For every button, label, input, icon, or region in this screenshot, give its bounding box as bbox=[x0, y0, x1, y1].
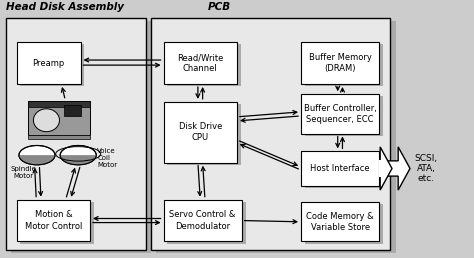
Bar bbox=[64, 105, 81, 116]
Ellipse shape bbox=[34, 109, 60, 132]
Bar bbox=[28, 135, 90, 139]
Text: PCB: PCB bbox=[208, 2, 231, 12]
Text: Disk Drive
CPU: Disk Drive CPU bbox=[179, 122, 222, 142]
Text: Buffer Memory
(DRAM): Buffer Memory (DRAM) bbox=[309, 53, 372, 73]
Bar bbox=[20, 44, 84, 86]
Bar bbox=[17, 200, 90, 241]
Polygon shape bbox=[380, 147, 392, 190]
Text: Head Disk Assembly: Head Disk Assembly bbox=[6, 2, 124, 12]
Circle shape bbox=[60, 146, 96, 165]
Bar bbox=[17, 42, 81, 84]
Bar bbox=[28, 101, 90, 107]
Text: Servo Control &
Demodulator: Servo Control & Demodulator bbox=[169, 211, 236, 231]
Text: SCSI,
ATA,
etc.: SCSI, ATA, etc. bbox=[415, 154, 438, 183]
Text: Spindle
Motor: Spindle Motor bbox=[11, 166, 36, 179]
Bar bbox=[11, 21, 151, 253]
Bar bbox=[156, 21, 396, 253]
Bar bbox=[167, 44, 241, 86]
Bar bbox=[305, 96, 383, 136]
Bar bbox=[164, 42, 237, 84]
Bar bbox=[305, 153, 383, 188]
Text: Read/Write
Channel: Read/Write Channel bbox=[177, 53, 223, 73]
Bar bbox=[301, 94, 379, 134]
Text: Motion &
Motor Control: Motion & Motor Control bbox=[25, 211, 82, 231]
Bar bbox=[20, 201, 94, 244]
Text: Voice
Coil
Motor: Voice Coil Motor bbox=[97, 148, 117, 168]
Bar bbox=[301, 42, 379, 84]
Text: Buffer Controller,
Sequencer, ECC: Buffer Controller, Sequencer, ECC bbox=[304, 104, 376, 124]
Bar bbox=[6, 18, 146, 250]
Wedge shape bbox=[19, 155, 55, 165]
Bar bbox=[164, 102, 237, 163]
Text: Code Memory &
Variable Store: Code Memory & Variable Store bbox=[306, 212, 374, 232]
Bar bbox=[305, 204, 383, 244]
Polygon shape bbox=[380, 147, 410, 190]
Bar bbox=[164, 200, 242, 241]
Bar bbox=[301, 202, 379, 241]
Text: Host Interface: Host Interface bbox=[310, 164, 370, 173]
Circle shape bbox=[19, 146, 55, 165]
Bar bbox=[305, 44, 383, 86]
Bar bbox=[151, 18, 390, 250]
Wedge shape bbox=[60, 155, 96, 165]
Bar bbox=[167, 104, 241, 165]
Text: Preamp: Preamp bbox=[32, 59, 65, 68]
Bar bbox=[301, 151, 379, 186]
Bar bbox=[28, 101, 90, 135]
Bar bbox=[167, 201, 246, 244]
